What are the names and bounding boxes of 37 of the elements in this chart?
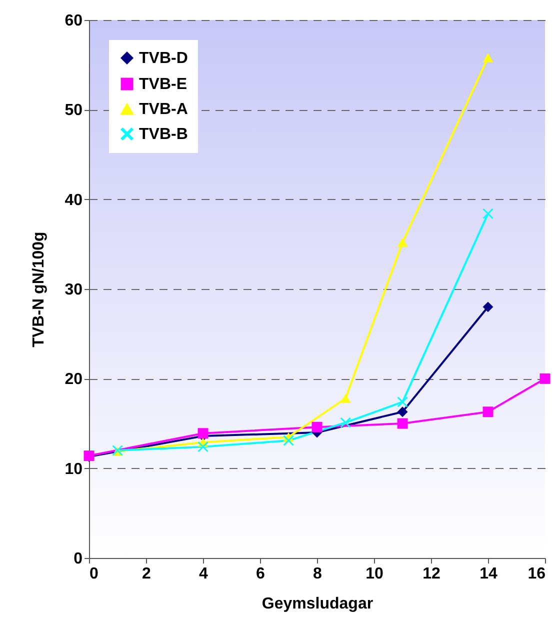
x-axis-title: Geymsludagar	[262, 596, 374, 612]
x-tick-label: 12	[422, 566, 440, 582]
x-tick-label: 0	[90, 566, 98, 582]
x-tick-label: 10	[366, 566, 384, 582]
legend-label: TVB-D	[139, 50, 188, 67]
y-tick-label: 10	[64, 460, 83, 478]
point	[397, 238, 408, 247]
x-tick-label: 8	[313, 566, 322, 582]
point	[482, 406, 494, 418]
legend-label: TVB-A	[139, 101, 188, 118]
legend-label: TVB-B	[139, 126, 188, 143]
y-axis-title: TVB-N gN/100g	[30, 232, 48, 348]
y-tick-label: 0	[74, 550, 83, 568]
y-tick-label: 50	[64, 102, 83, 120]
point	[312, 422, 322, 432]
y-tick-label: 20	[64, 371, 83, 388]
x-tick-label: 6	[256, 566, 266, 582]
point	[482, 302, 494, 312]
point	[397, 396, 408, 408]
point	[340, 394, 351, 403]
x-tick-label: 16	[528, 566, 546, 582]
point	[482, 208, 494, 219]
point	[482, 53, 494, 62]
point	[540, 373, 550, 384]
point	[283, 435, 294, 446]
point	[397, 406, 408, 418]
point	[397, 418, 408, 429]
x-tick-label: 2	[142, 566, 152, 582]
point	[340, 417, 351, 428]
x-tick-label: 4	[199, 566, 208, 582]
point	[198, 428, 208, 439]
legend-label: TVB-E	[139, 76, 188, 93]
y-tick-label: 60	[64, 12, 83, 30]
y-tick-label: 40	[64, 192, 83, 209]
point	[198, 442, 208, 452]
x-tick-label: 14	[480, 566, 498, 582]
y-tick-label: 30	[64, 282, 83, 298]
